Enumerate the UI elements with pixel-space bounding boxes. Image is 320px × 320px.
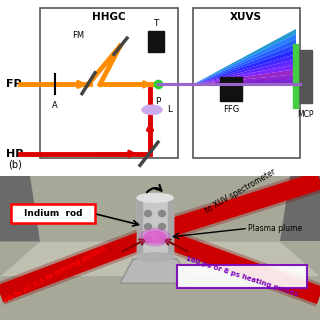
Text: FP: FP	[6, 79, 22, 89]
Text: 30 fs or 3.5 fs driving pulses: 30 fs or 3.5 fs driving pulses	[3, 245, 107, 304]
Bar	[298, 50, 312, 103]
Bar	[40, 8, 178, 158]
PathPatch shape	[193, 29, 296, 84]
Bar	[137, 198, 142, 257]
Text: (b): (b)	[8, 160, 22, 170]
Bar	[293, 44, 298, 108]
Text: FM: FM	[72, 31, 84, 40]
Ellipse shape	[158, 237, 165, 243]
Ellipse shape	[142, 105, 162, 115]
PathPatch shape	[193, 69, 296, 84]
Text: HP: HP	[6, 149, 23, 159]
Bar	[137, 198, 173, 257]
Text: HHGC: HHGC	[92, 12, 126, 21]
Text: Indium  rod: Indium rod	[24, 209, 82, 218]
Text: to XUV spectrometer: to XUV spectrometer	[203, 167, 277, 215]
Text: 160 ps or 8 ps heating pulses: 160 ps or 8 ps heating pulses	[185, 255, 299, 297]
Text: P: P	[155, 97, 161, 106]
Text: MCP: MCP	[297, 110, 313, 119]
PathPatch shape	[193, 59, 296, 84]
Polygon shape	[120, 259, 190, 283]
FancyBboxPatch shape	[177, 265, 307, 288]
Ellipse shape	[140, 228, 170, 246]
Text: Plasma plume: Plasma plume	[248, 224, 302, 233]
PathPatch shape	[193, 64, 296, 84]
Text: FFG: FFG	[223, 105, 239, 114]
PathPatch shape	[193, 49, 296, 84]
Text: T: T	[153, 19, 159, 28]
PathPatch shape	[193, 44, 296, 84]
Polygon shape	[0, 242, 320, 276]
PathPatch shape	[193, 54, 296, 84]
FancyBboxPatch shape	[11, 204, 95, 223]
Bar	[148, 31, 164, 52]
Bar	[193, 8, 300, 158]
PathPatch shape	[193, 39, 296, 84]
Text: L: L	[167, 105, 172, 114]
PathPatch shape	[193, 74, 296, 84]
Ellipse shape	[145, 211, 151, 217]
Ellipse shape	[145, 237, 151, 243]
Bar	[168, 198, 173, 257]
Ellipse shape	[137, 253, 173, 261]
Ellipse shape	[144, 231, 166, 243]
Text: A: A	[52, 100, 58, 109]
Text: XUVS: XUVS	[230, 12, 262, 21]
Polygon shape	[280, 176, 320, 242]
Ellipse shape	[158, 224, 165, 230]
Bar	[220, 77, 242, 100]
PathPatch shape	[193, 34, 296, 84]
Ellipse shape	[137, 194, 173, 202]
Ellipse shape	[158, 211, 165, 217]
Ellipse shape	[145, 224, 151, 230]
PathPatch shape	[193, 79, 296, 84]
Polygon shape	[0, 176, 40, 242]
